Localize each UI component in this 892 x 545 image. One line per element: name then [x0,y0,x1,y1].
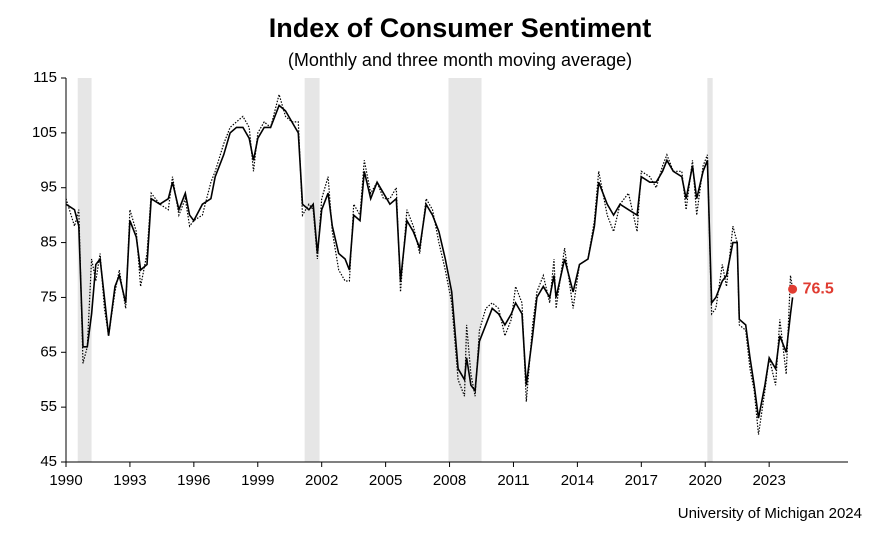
y-tick-label: 115 [33,69,57,86]
recession-shade [448,78,482,462]
x-tick-label: 2020 [689,472,722,489]
last-point [788,284,798,294]
x-tick-label: 1999 [241,472,274,489]
x-tick-label: 2023 [752,472,785,489]
x-tick-label: 2005 [369,472,402,489]
last-value-label: 76.5 [803,280,834,297]
moving-average-line [65,104,794,419]
chart-title: Index of Consumer Sentiment [269,13,652,43]
y-tick-label: 105 [32,124,57,141]
x-tick-label: 1996 [177,472,210,489]
recession-shade [304,78,320,462]
x-tick-label: 2011 [497,472,529,489]
y-tick-label: 95 [40,179,57,196]
x-tick-label: 1993 [113,472,146,489]
y-tick-label: 45 [40,453,57,470]
chart-subtitle: (Monthly and three month moving average) [288,50,632,70]
x-tick-label: 2017 [625,472,658,489]
monthly-line [65,92,794,435]
y-tick-label: 55 [40,398,57,415]
y-tick-label: 85 [40,234,57,251]
x-tick-label: 2008 [433,472,466,489]
x-tick-label: 2002 [305,472,338,489]
y-tick-label: 75 [40,288,57,305]
source: University of Michigan 2024 [678,505,862,522]
x-tick-label: 1990 [49,472,82,489]
y-tick-label: 65 [40,343,57,360]
recession-shade [77,78,92,462]
x-tick-label: 2014 [561,472,594,489]
